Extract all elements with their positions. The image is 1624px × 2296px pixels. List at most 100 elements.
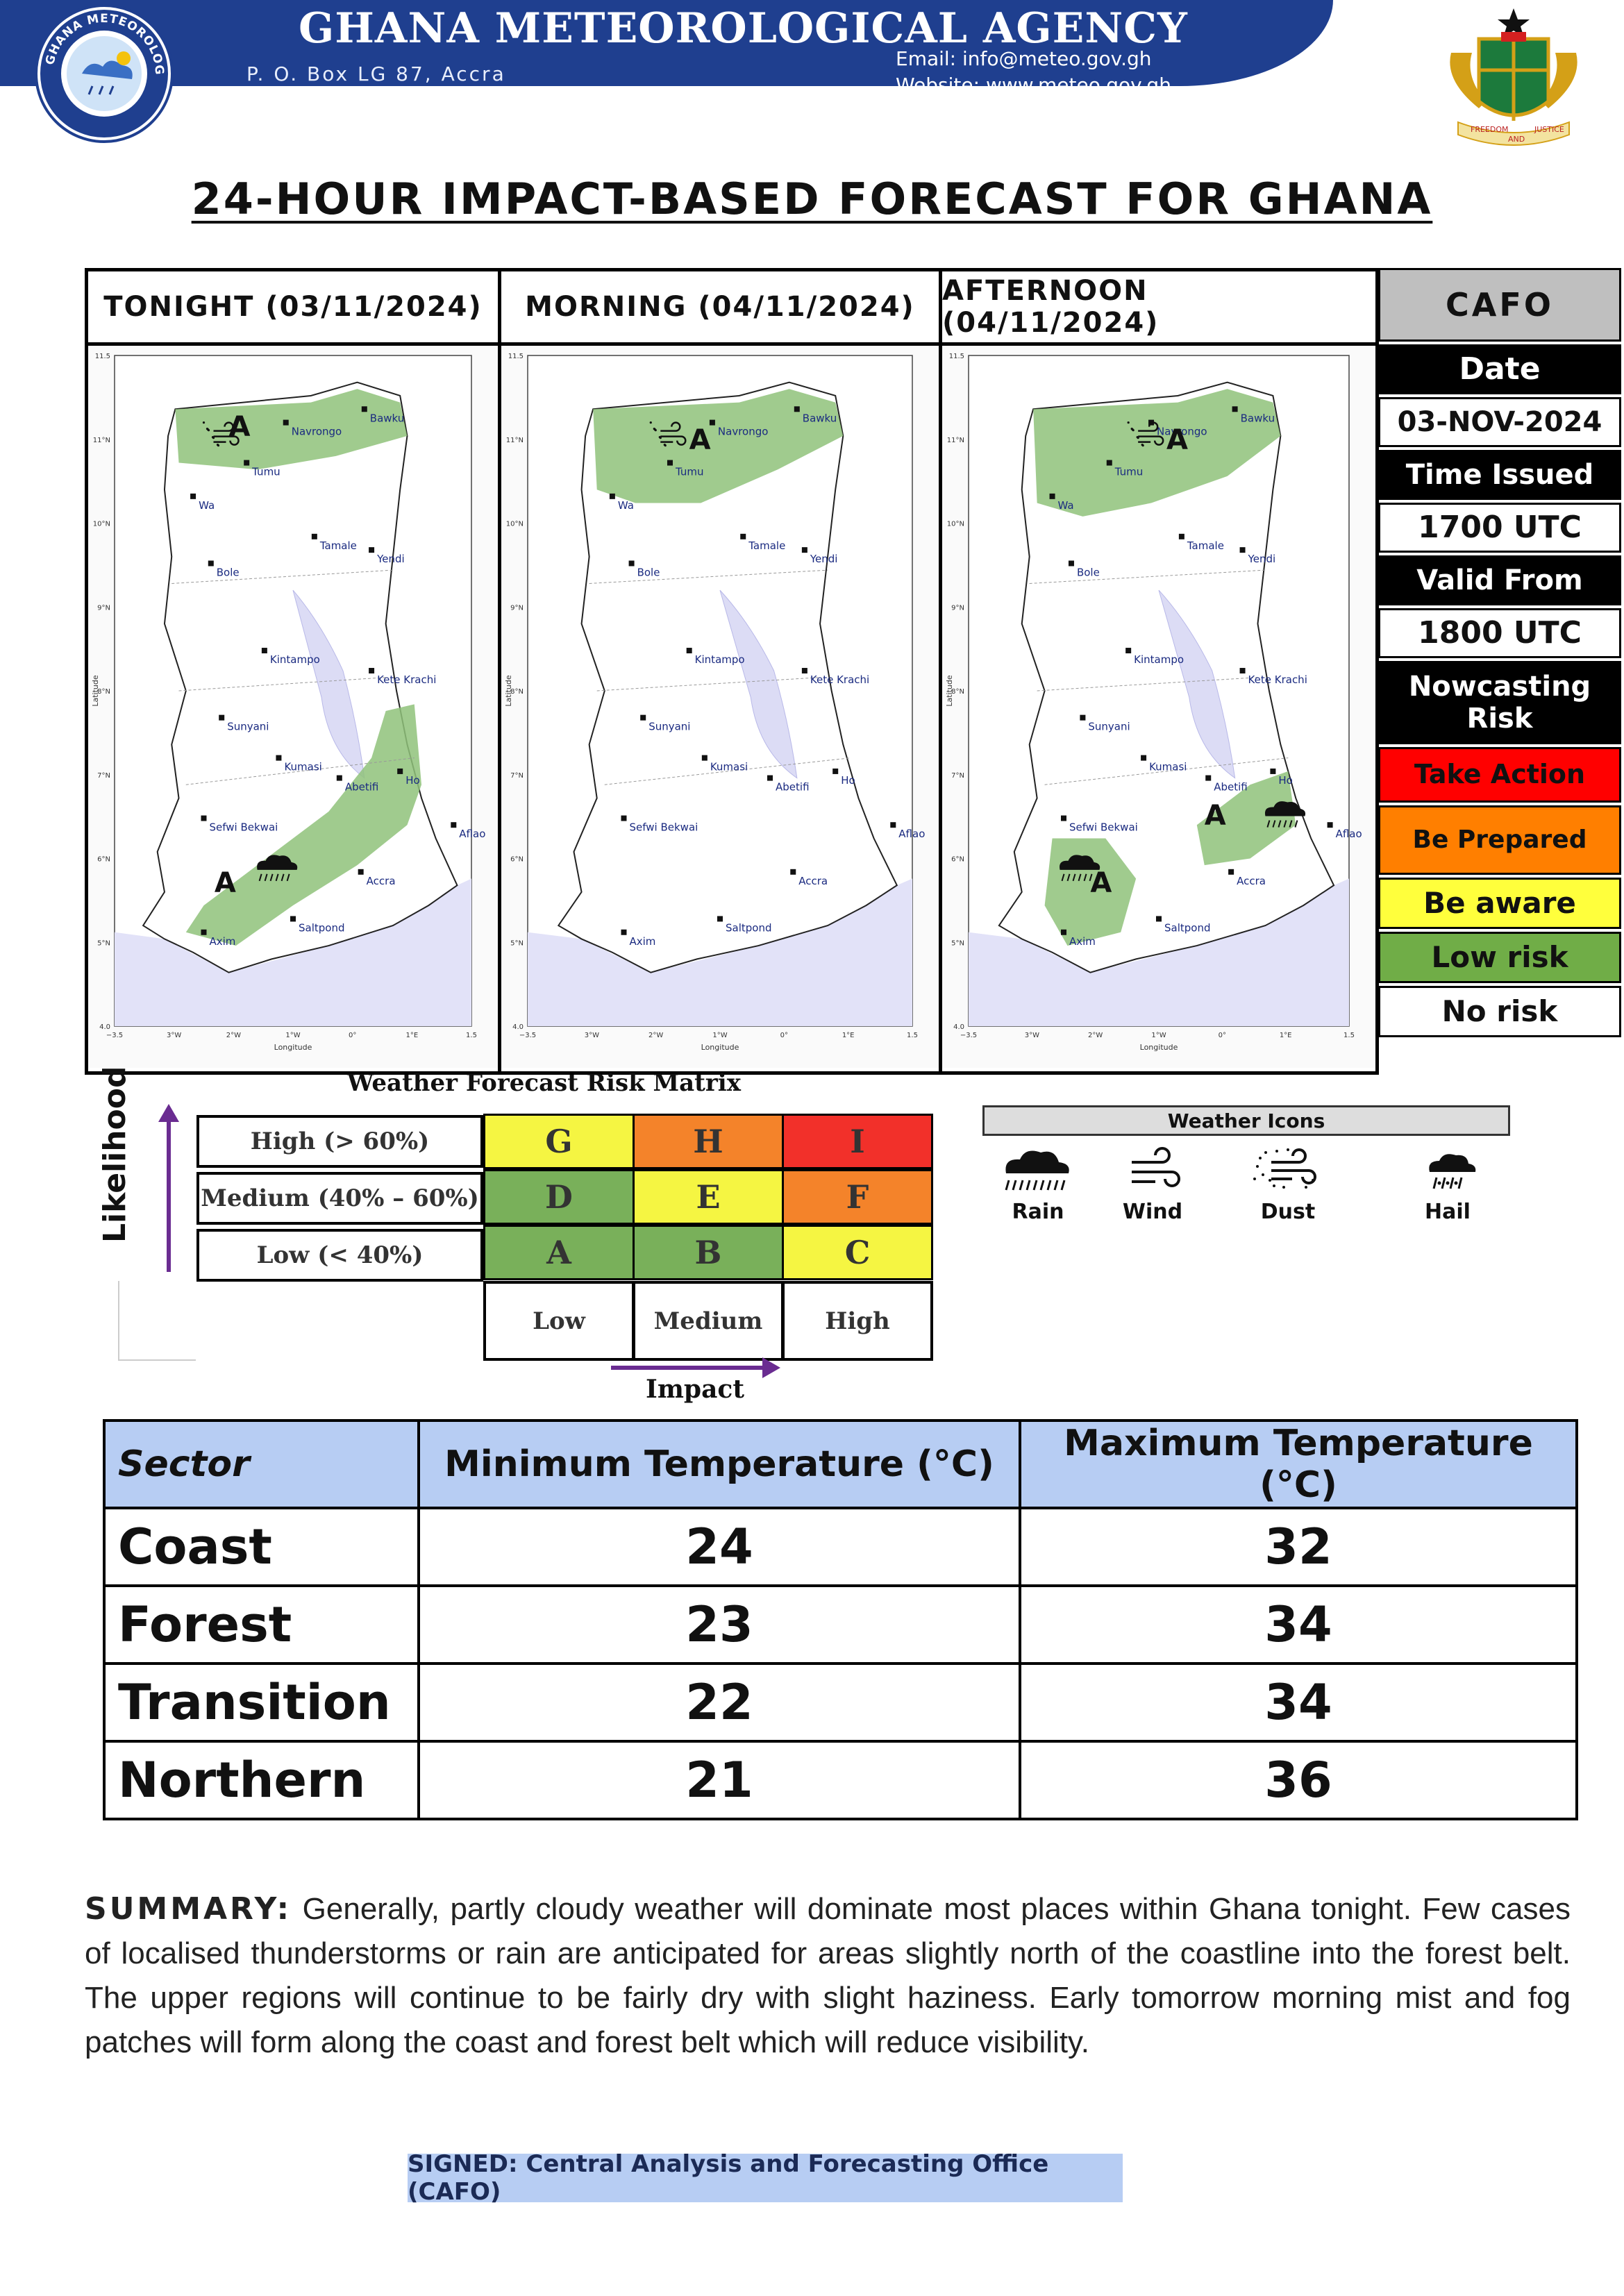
city-label: Sefwi Bekwai bbox=[630, 821, 698, 834]
city-marker bbox=[767, 775, 773, 781]
y-axis-label: Latitude bbox=[504, 675, 513, 707]
city-label: Kumasi bbox=[710, 761, 748, 773]
hail-icon bbox=[1429, 1154, 1476, 1189]
city-label: Bawku bbox=[803, 412, 837, 424]
risk-cell-h: H bbox=[633, 1114, 784, 1169]
city-marker bbox=[361, 406, 367, 412]
nowcasting-label: Nowcasting Risk bbox=[1378, 661, 1621, 744]
y-tick-label: 8°N bbox=[510, 688, 524, 696]
risk-letter: A bbox=[1205, 800, 1226, 832]
likelihood-medium: Medium (40% – 60%) bbox=[196, 1172, 483, 1225]
x-axis-label: Longitude bbox=[274, 1043, 312, 1052]
y-tick-label: 8°N bbox=[97, 688, 110, 696]
city-label: Kintampo bbox=[1134, 653, 1184, 666]
city-marker bbox=[201, 815, 207, 821]
region-boundary bbox=[604, 757, 851, 785]
city-marker bbox=[628, 560, 635, 567]
city-marker bbox=[276, 755, 282, 761]
risk-level-no-risk: No risk bbox=[1378, 986, 1621, 1037]
risk-area-low bbox=[175, 389, 408, 470]
signed-footer: SIGNED: Central Analysis and Forecasting… bbox=[408, 2150, 1123, 2206]
agency-email[interactable]: Email: info@meteo.gov.gh bbox=[896, 47, 1152, 70]
y-tick-label: 5°N bbox=[951, 939, 964, 947]
risk-cell-f: F bbox=[782, 1169, 933, 1225]
svg-text:FREEDOM: FREEDOM bbox=[1471, 125, 1509, 134]
ghana-map-morning: Bawku Navrongo Tumu Wa Tamale Yendi Bole Kintam… bbox=[501, 346, 939, 1068]
max-temp: 34 bbox=[1019, 1584, 1578, 1665]
city-label: Tumu bbox=[675, 466, 704, 478]
gmet-logo-icon: GHANA METEOROLOGICAL AGENCY bbox=[26, 4, 174, 143]
city-label: Sefwi Bekwai bbox=[1069, 821, 1138, 834]
city-label: Tamale bbox=[319, 539, 357, 552]
agency-name: GHANA METEOROLOGICAL AGENCY bbox=[299, 4, 1188, 53]
x-tick-label: 3°W bbox=[167, 1032, 181, 1039]
max-temp: 32 bbox=[1019, 1507, 1578, 1587]
city-label: Accra bbox=[1237, 875, 1266, 887]
city-marker bbox=[451, 822, 457, 828]
region-boundary bbox=[185, 757, 415, 785]
city-marker bbox=[1061, 929, 1066, 935]
city-marker bbox=[358, 869, 364, 875]
city-marker bbox=[890, 822, 896, 828]
min-temp: 23 bbox=[417, 1584, 1021, 1665]
risk-cell-i: I bbox=[782, 1114, 933, 1169]
y-axis-label: Latitude bbox=[91, 675, 100, 707]
x-axis-label: Longitude bbox=[1140, 1043, 1178, 1052]
y-tick-label: 10°N bbox=[506, 521, 524, 528]
max-temp: 34 bbox=[1019, 1662, 1578, 1743]
city-marker bbox=[219, 714, 225, 721]
city-label: Yendi bbox=[810, 553, 838, 565]
panel-heading-morning: MORNING (04/11/2024) bbox=[498, 268, 942, 346]
likelihood-high: High (> 60%) bbox=[196, 1115, 483, 1168]
city-label: Wa bbox=[1058, 499, 1074, 512]
city-label: Navrongo bbox=[1157, 426, 1207, 438]
x-tick-label: 0° bbox=[349, 1032, 356, 1039]
city-label: Axim bbox=[630, 935, 656, 948]
y-tick-label: 6°N bbox=[510, 856, 524, 864]
city-label: Tamale bbox=[1187, 539, 1224, 552]
city-label: Ho bbox=[841, 774, 855, 787]
likelihood-label: Likelihood bbox=[97, 1066, 133, 1243]
city-label: Kintampo bbox=[695, 653, 745, 666]
y-tick-label: 5°N bbox=[97, 939, 110, 947]
dust-icon bbox=[202, 421, 240, 447]
city-label: Tumu bbox=[1114, 466, 1144, 478]
risk-area-low bbox=[185, 704, 422, 946]
city-marker bbox=[1178, 533, 1184, 539]
risk-letter: A bbox=[1166, 424, 1188, 456]
city-marker bbox=[1068, 560, 1074, 567]
region-boundary bbox=[178, 677, 386, 692]
city-label: Accra bbox=[798, 875, 828, 887]
x-tick-label: 1°W bbox=[285, 1032, 300, 1039]
table-row: Transition 22 34 bbox=[103, 1662, 1578, 1743]
ghana-map-afternoon: Bawku Navrongo Tumu Wa Tamale Yendi Bole Kintam… bbox=[942, 346, 1375, 1068]
city-label: Abetifi bbox=[1214, 781, 1248, 794]
table-row: Forest 23 34 bbox=[103, 1584, 1578, 1665]
weather-icons-title: Weather Icons bbox=[982, 1105, 1510, 1136]
likelihood-low: Low (< 40%) bbox=[196, 1229, 483, 1282]
city-label: Accra bbox=[367, 875, 396, 887]
x-tick-label: 1°W bbox=[712, 1032, 727, 1039]
sector-name: Transition bbox=[103, 1662, 420, 1743]
impact-arrow-shaft bbox=[611, 1366, 764, 1370]
risk-level-be-prepared: Be Prepared bbox=[1378, 805, 1621, 875]
coat-of-arms-icon: FREEDOM AND JUSTICE bbox=[1450, 8, 1577, 146]
city-marker bbox=[609, 493, 615, 499]
city-label: Sunyani bbox=[227, 721, 269, 733]
agency-address: P. O. Box LG 87, Accra bbox=[246, 62, 506, 85]
city-label: Yendi bbox=[376, 553, 405, 565]
rain-icon bbox=[257, 855, 298, 882]
svg-text:JUSTICE: JUSTICE bbox=[1534, 125, 1564, 134]
min-temp: 22 bbox=[417, 1662, 1021, 1743]
wind-label: Wind bbox=[1122, 1200, 1183, 1224]
x-tick-label: 3°W bbox=[1025, 1032, 1039, 1039]
city-marker bbox=[740, 533, 746, 539]
sea-area bbox=[969, 878, 1349, 1026]
agency-website[interactable]: Website: www.meteo.gov.gh bbox=[896, 74, 1171, 87]
likelihood-arrow-shaft bbox=[167, 1119, 171, 1272]
legend-rain: Rain bbox=[979, 1146, 1097, 1224]
city-label: Navrongo bbox=[292, 426, 342, 438]
cafo-heading: CAFO bbox=[1378, 268, 1621, 342]
valid-from-label: Valid From bbox=[1378, 555, 1621, 605]
time-issued-label: Time Issued bbox=[1378, 450, 1621, 500]
